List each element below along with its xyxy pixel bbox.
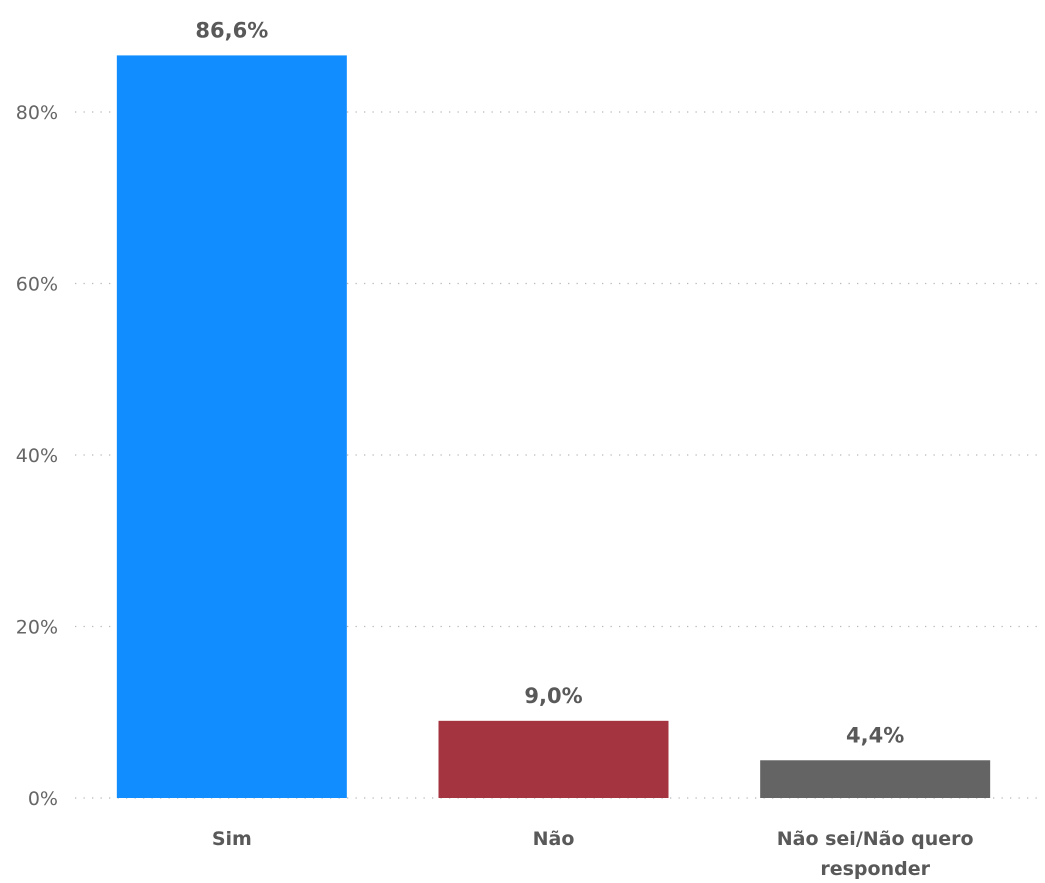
data-label-2: 9,0% xyxy=(524,684,582,708)
category-label-1: Sim xyxy=(212,828,252,850)
data-label-3: 4,4% xyxy=(846,723,904,747)
y-tick-label: 20% xyxy=(16,617,58,639)
bar-3 xyxy=(760,760,991,798)
y-tick-label: 0% xyxy=(28,788,58,810)
y-tick-label: 40% xyxy=(16,445,58,467)
category-label-3: Não sei/Não quero responder xyxy=(777,828,974,880)
bars xyxy=(116,55,991,798)
category-label-2: Não xyxy=(533,828,575,850)
y-tick-label: 60% xyxy=(16,274,58,296)
y-tick-label: 80% xyxy=(16,102,58,124)
bar-2 xyxy=(438,720,669,798)
category-labels: Sim Não Não sei/Não quero responder xyxy=(212,828,974,880)
bar-1 xyxy=(116,55,347,798)
y-axis-ticks: 0% 20% 40% 60% 80% xyxy=(16,102,58,810)
data-label-1: 86,6% xyxy=(195,18,268,42)
data-labels: 86,6% 9,0% 4,4% xyxy=(195,18,904,747)
